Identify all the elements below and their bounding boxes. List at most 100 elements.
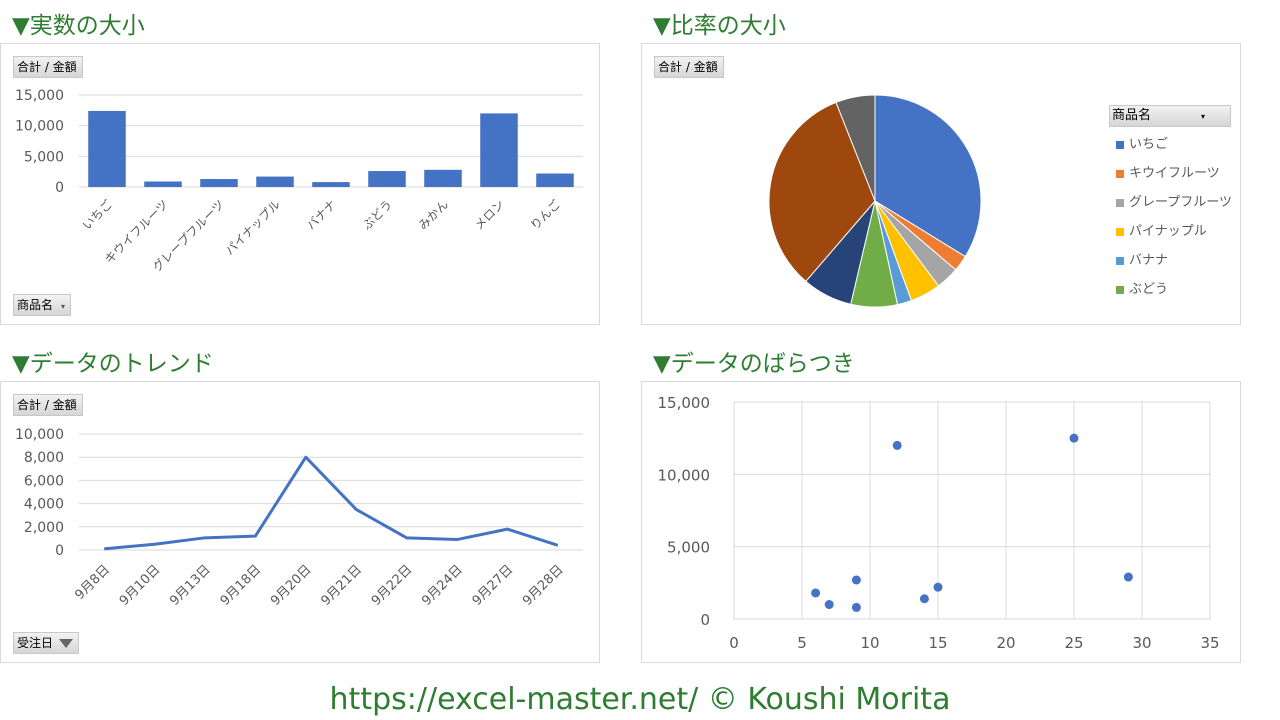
legend-header-button[interactable]: 商品名 ▾ [1109, 105, 1231, 127]
scatter-y-tick-label: 15,000 [658, 394, 711, 412]
scatter-section-title: ▼データのばらつき [653, 351, 855, 377]
legend-label: バナナ [1129, 253, 1169, 268]
scatter-x-tick-label: 20 [996, 634, 1015, 652]
bar-x-tick-label: メロン [472, 197, 507, 232]
bar-y-tick-label: 5,000 [24, 149, 64, 165]
bar-section-title: ▼実数の大小 [12, 13, 145, 39]
legend-swatch [1116, 198, 1124, 207]
scatter-chart-panel[interactable]: 0 5,000 10,000 15,000 0 5 10 15 20 25 30 35 [641, 381, 1241, 663]
line-x-tick-label: 9月18日 [218, 562, 265, 609]
pie-legend-item: ぶどう [1116, 278, 1168, 297]
bar-chart-panel[interactable]: 合計 / 金額 0 5,000 10,000 15,000 いちご キウイフルーツ グレープ… [0, 43, 600, 325]
dropdown-icon: ▾ [61, 302, 66, 311]
pie-legend-item: キウイフルーツ [1116, 162, 1220, 181]
line-chart-panel[interactable]: 合計 / 金額 0 2,000 4,000 6,000 8,000 10,000 9月8日 9… [0, 381, 600, 663]
pie-legend-item: いちご [1116, 133, 1168, 152]
sum-amount-label: 合計 / 金額 [17, 60, 77, 74]
legend-label: いちご [1129, 137, 1169, 152]
scatter-point [811, 588, 821, 598]
bar-x-tick-label: みかん [416, 197, 451, 232]
bar-x-tick-label: いちご [79, 197, 115, 233]
scatter-x-tick-label: 25 [1064, 634, 1083, 652]
line-x-tick-label: 9月27日 [470, 562, 517, 609]
pie-sum-amount-field-button[interactable]: 合計 / 金額 [654, 56, 724, 78]
scatter-point [851, 575, 861, 585]
product-name-field-button[interactable]: 商品名 ▾ [13, 294, 72, 316]
footer-credit: https://excel-master.net/ © Koushi Morit… [329, 682, 951, 717]
legend-swatch [1116, 285, 1124, 294]
pie-section-title: ▼比率の大小 [653, 13, 786, 39]
bar-mark [144, 181, 182, 187]
pie-chart [768, 94, 982, 308]
bar-mark [424, 169, 462, 187]
line-y-tick-label: 2,000 [24, 520, 64, 536]
bar-x-tick-label: ぶどう [360, 197, 395, 232]
bar-x-tick-label: パイナップル [222, 197, 283, 258]
order-date-label: 受注日 [17, 636, 54, 650]
scatter-point [892, 440, 902, 450]
bar-mark [88, 110, 126, 187]
bar-mark [200, 179, 238, 187]
pie-legend-item: グレープフルーツ [1116, 191, 1232, 210]
scatter-chart: 0 5,000 10,000 15,000 0 5 10 15 20 25 30 35 [658, 394, 1220, 652]
legend-swatch [1116, 227, 1124, 236]
scatter-x-tick-label: 35 [1200, 634, 1219, 652]
scatter-point [1123, 572, 1133, 582]
line-y-tick-label: 10,000 [15, 427, 64, 443]
scatter-y-tick-label: 10,000 [658, 466, 711, 484]
pie-sum-amount-label: 合計 / 金額 [658, 60, 718, 74]
legend-label: パイナップル [1129, 224, 1207, 239]
bar-x-tick-label: バナナ [304, 197, 339, 232]
line-y-tick-label: 4,000 [24, 497, 64, 513]
legend-swatch [1116, 169, 1124, 178]
bar-y-tick-label: 0 [55, 180, 64, 196]
filter-icon [59, 639, 74, 648]
line-x-tick-label: 9月10日 [117, 562, 164, 609]
bar-mark [368, 171, 406, 187]
legend-header-label: 商品名 [1112, 108, 1152, 123]
pie-legend-item: パイナップル [1116, 220, 1207, 239]
order-date-field-button[interactable]: 受注日 [13, 632, 80, 654]
legend-label: グレープフルーツ [1129, 195, 1232, 210]
scatter-y-tick-label: 5,000 [667, 539, 710, 557]
line-x-tick-label: 9月28日 [520, 562, 567, 609]
bar-mark [536, 173, 574, 187]
legend-swatch [1116, 256, 1124, 265]
line-y-tick-label: 0 [55, 543, 64, 559]
bar-mark [312, 182, 350, 187]
scatter-x-tick-label: 0 [729, 634, 739, 652]
legend-swatch [1116, 140, 1124, 149]
line-x-tick-label: 9月8日 [72, 562, 113, 603]
scatter-x-tick-label: 5 [797, 634, 807, 652]
legend-label: ぶどう [1129, 282, 1169, 297]
bar-mark [256, 176, 294, 187]
line-series [104, 455, 559, 551]
line-chart: 0 2,000 4,000 6,000 8,000 10,000 9月8日 9月10日 9月13… [15, 427, 583, 609]
sum-amount-field-button[interactable]: 合計 / 金額 [13, 56, 83, 78]
pie-legend-item: バナナ [1116, 249, 1168, 268]
product-name-label: 商品名 [17, 298, 54, 312]
bar-chart: 05,00010,00015,000いちごキウイフルーツグレープフルーツパイナッ… [15, 88, 583, 274]
bar-y-tick-label: 10,000 [15, 119, 64, 135]
scatter-x-tick-label: 15 [928, 634, 947, 652]
scatter-point [824, 600, 834, 610]
bar-x-tick-label: りんご [527, 197, 563, 233]
scatter-point [1069, 433, 1079, 443]
line-x-tick-label: 9月20日 [268, 562, 315, 609]
line-x-tick-label: 9月13日 [167, 562, 214, 609]
bar-mark [480, 113, 518, 187]
line-section-title: ▼データのトレンド [12, 351, 214, 377]
pie-slice [835, 94, 876, 202]
scatter-y-tick-label: 0 [700, 611, 710, 629]
legend-label: キウイフルーツ [1129, 166, 1220, 181]
pie-chart-panel[interactable]: 合計 / 金額 商品名 ▾ いちごキウイフルーツ グレープフルーツ パイナップル バナナ… [641, 43, 1241, 325]
scatter-point [933, 582, 943, 592]
legend-dropdown-icon: ▾ [1201, 112, 1206, 121]
bar-y-tick-label: 15,000 [15, 88, 64, 104]
line-sum-amount-field-button[interactable]: 合計 / 金額 [13, 394, 83, 416]
line-x-tick-label: 9月22日 [369, 562, 416, 609]
line-sum-amount-label: 合計 / 金額 [17, 398, 77, 412]
scatter-point [851, 602, 861, 612]
pie-slice [874, 94, 982, 258]
line-y-tick-label: 6,000 [24, 473, 64, 489]
